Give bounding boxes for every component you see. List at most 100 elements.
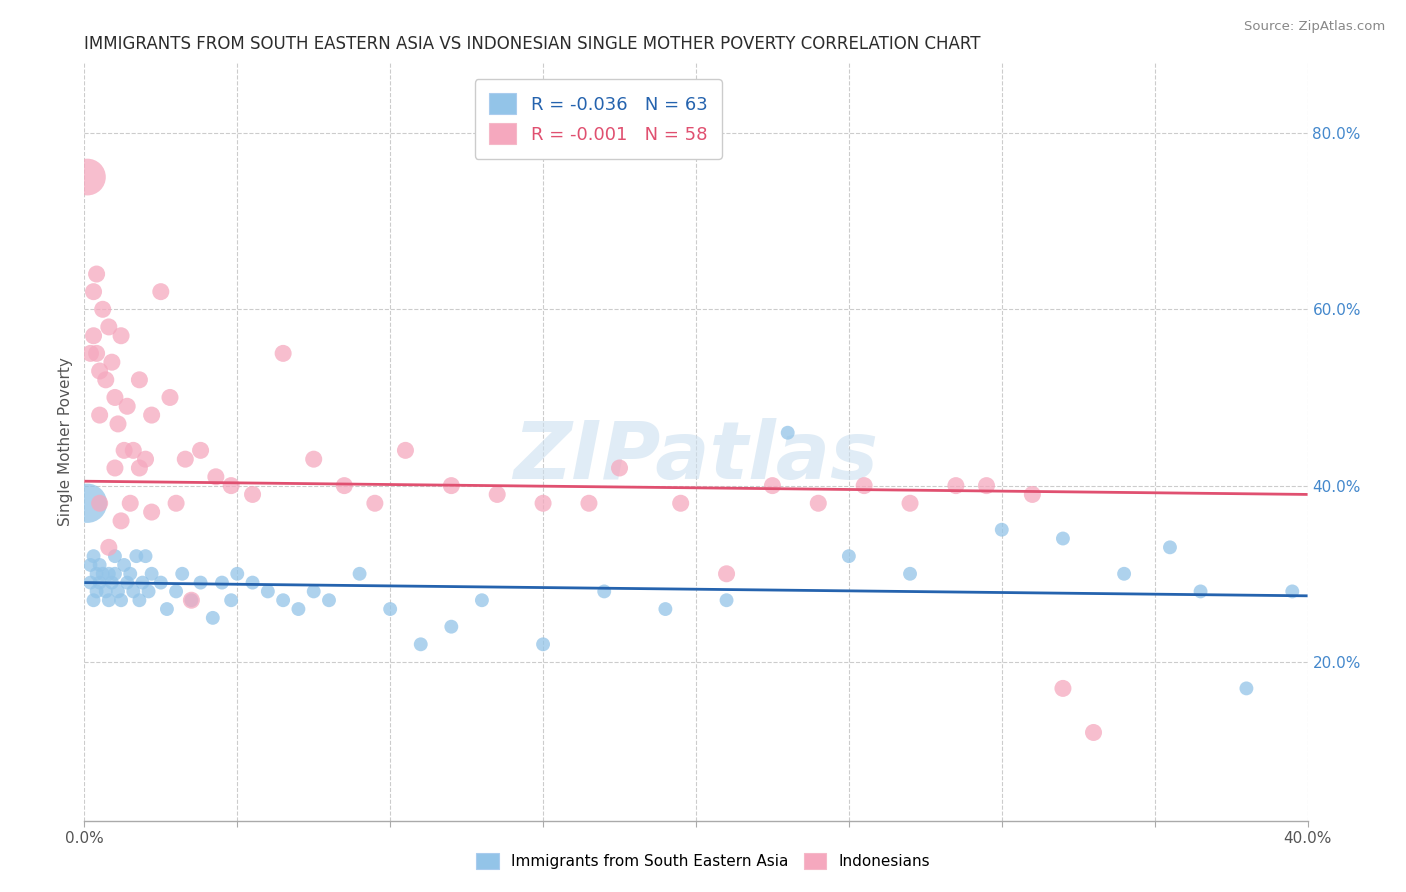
Point — [1236, 681, 1258, 696]
Point — [89, 496, 111, 510]
Point — [1083, 725, 1105, 739]
Point — [945, 478, 967, 492]
Point — [86, 584, 108, 599]
Point — [716, 566, 738, 581]
Point — [107, 417, 129, 431]
Point — [807, 496, 830, 510]
Point — [91, 566, 114, 581]
Point — [180, 593, 202, 607]
Point — [83, 549, 105, 563]
Point — [333, 478, 356, 492]
Point — [141, 566, 163, 581]
Point — [104, 549, 127, 563]
Point — [128, 461, 150, 475]
Point — [1114, 566, 1136, 581]
Point — [165, 496, 187, 510]
Point — [149, 285, 172, 299]
Point — [79, 346, 101, 360]
Point — [1189, 584, 1212, 599]
Point — [112, 558, 135, 572]
Point — [531, 496, 554, 510]
Point — [120, 496, 142, 510]
Point — [97, 541, 120, 555]
Point — [531, 637, 554, 651]
Point — [131, 575, 153, 590]
Point — [201, 611, 224, 625]
Text: IMMIGRANTS FROM SOUTH EASTERN ASIA VS INDONESIAN SINGLE MOTHER POVERTY CORRELATI: IMMIGRANTS FROM SOUTH EASTERN ASIA VS IN… — [84, 35, 981, 53]
Point — [89, 408, 111, 422]
Point — [440, 478, 463, 492]
Point — [219, 478, 242, 492]
Point — [110, 328, 132, 343]
Point — [190, 443, 212, 458]
Point — [853, 478, 876, 492]
Point — [609, 461, 631, 475]
Point — [578, 496, 600, 510]
Point — [104, 461, 127, 475]
Point — [149, 575, 172, 590]
Point — [1052, 532, 1074, 546]
Point — [991, 523, 1014, 537]
Point — [287, 602, 309, 616]
Point — [115, 399, 138, 413]
Point — [112, 443, 135, 458]
Text: Source: ZipAtlas.com: Source: ZipAtlas.com — [1244, 20, 1385, 33]
Point — [898, 496, 921, 510]
Point — [394, 443, 416, 458]
Point — [86, 566, 108, 581]
Point — [128, 373, 150, 387]
Point — [104, 566, 127, 581]
Point — [86, 346, 108, 360]
Point — [76, 169, 98, 184]
Text: ZIPatlas: ZIPatlas — [513, 417, 879, 496]
Point — [138, 584, 160, 599]
Point — [128, 593, 150, 607]
Y-axis label: Single Mother Poverty: Single Mother Poverty — [58, 357, 73, 526]
Point — [86, 267, 108, 281]
Point — [83, 285, 105, 299]
Point — [364, 496, 387, 510]
Point — [302, 584, 325, 599]
Point — [409, 637, 432, 651]
Point — [104, 391, 127, 405]
Point — [107, 584, 129, 599]
Point — [122, 584, 145, 599]
Point — [97, 320, 120, 334]
Point — [135, 452, 157, 467]
Point — [110, 514, 132, 528]
Point — [101, 355, 124, 369]
Point — [486, 487, 509, 501]
Point — [271, 593, 294, 607]
Point — [94, 373, 117, 387]
Point — [1159, 541, 1181, 555]
Point — [165, 584, 187, 599]
Point — [97, 566, 120, 581]
Point — [349, 566, 371, 581]
Point — [761, 478, 783, 492]
Legend: R = -0.036   N = 63, R = -0.001   N = 58: R = -0.036 N = 63, R = -0.001 N = 58 — [475, 79, 721, 159]
Point — [122, 443, 145, 458]
Point — [219, 593, 242, 607]
Point — [110, 593, 132, 607]
Point — [271, 346, 294, 360]
Point — [89, 575, 111, 590]
Point — [91, 302, 114, 317]
Point — [83, 593, 105, 607]
Point — [141, 408, 163, 422]
Point — [89, 558, 111, 572]
Point — [141, 505, 163, 519]
Point — [593, 584, 616, 599]
Point — [115, 575, 138, 590]
Point — [101, 575, 124, 590]
Point — [976, 478, 998, 492]
Point — [79, 575, 101, 590]
Point — [89, 364, 111, 378]
Point — [190, 575, 212, 590]
Point — [120, 566, 142, 581]
Legend: Immigrants from South Eastern Asia, Indonesians: Immigrants from South Eastern Asia, Indo… — [470, 847, 936, 875]
Point — [1052, 681, 1074, 696]
Point — [226, 566, 249, 581]
Point — [76, 496, 98, 510]
Point — [838, 549, 860, 563]
Point — [380, 602, 402, 616]
